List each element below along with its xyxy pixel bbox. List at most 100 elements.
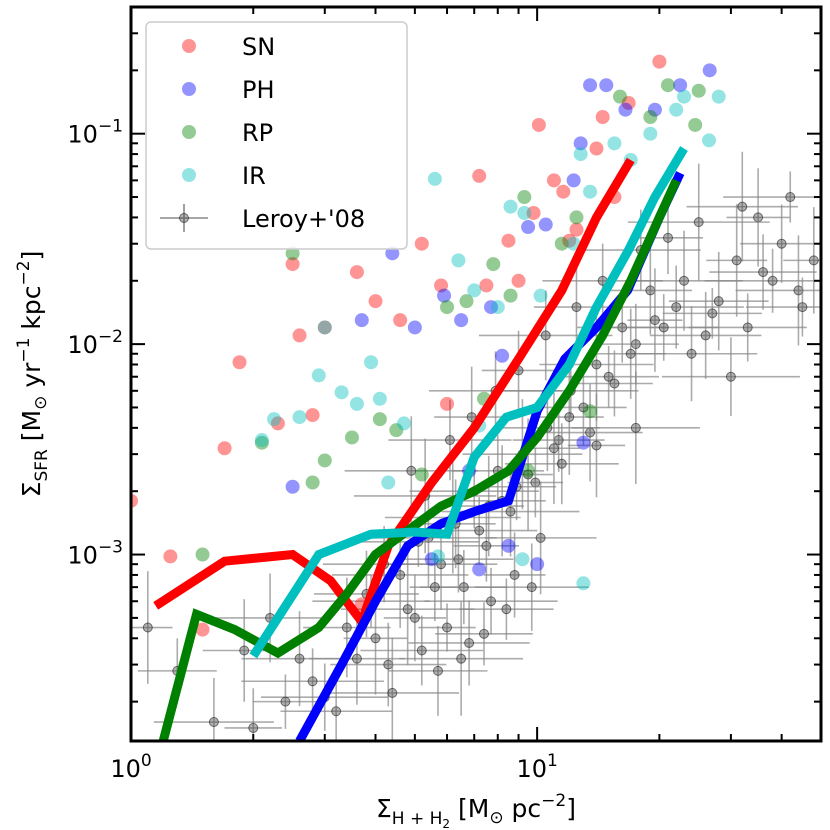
sn-point [511, 273, 526, 288]
leroy-marker [731, 255, 742, 266]
x-tick-label: 101 [516, 751, 557, 783]
rp-point [691, 83, 706, 98]
ir-point [669, 102, 684, 117]
leroy-marker [370, 633, 381, 644]
x-tick-base: 10 [516, 755, 547, 783]
leroy-marker [658, 322, 669, 333]
rp-point [344, 430, 359, 445]
rp-point [440, 300, 455, 315]
leroy-marker [742, 322, 753, 333]
y-tick-label: 10−2 [67, 327, 123, 359]
leroy-marker [416, 645, 427, 656]
leroy-point [202, 599, 286, 702]
sn-point [292, 328, 307, 343]
ph-point [407, 320, 422, 335]
leroy-marker [713, 296, 724, 307]
ir-point [515, 552, 530, 567]
leroy-point [434, 366, 510, 468]
ir-point [677, 89, 692, 104]
legend-marker [182, 125, 196, 139]
sn-median-line [153, 157, 635, 631]
leroy-marker [331, 706, 342, 717]
leroy-marker [444, 435, 455, 446]
ir-point [267, 412, 282, 427]
leroy-marker [571, 302, 582, 313]
ir-point [349, 396, 364, 411]
leroy-point [592, 303, 680, 385]
leroy-marker [662, 232, 673, 243]
rp-point [285, 246, 300, 261]
leroy-marker [294, 653, 305, 664]
ir-point [517, 205, 532, 220]
x-label-units: [M [450, 794, 489, 823]
x-tick-exponent: 1 [547, 751, 558, 771]
rp-point [254, 435, 269, 450]
leroy-marker [591, 359, 602, 370]
ph-point [472, 562, 487, 577]
leroy-marker [458, 582, 469, 593]
leroy-point [746, 277, 821, 337]
ph-point [538, 217, 553, 232]
leroy-point [280, 681, 392, 741]
leroy-marker [591, 440, 602, 451]
y-tick-base: 10 [67, 542, 98, 570]
sn-point [270, 416, 285, 431]
y-label-units: [M [17, 410, 46, 449]
ir-point [643, 126, 658, 141]
ir-point [490, 300, 505, 315]
sn-point [652, 54, 667, 69]
ir-point [607, 136, 622, 151]
ir-point [334, 385, 349, 400]
legend-item: IR [182, 162, 266, 190]
leroy-marker [429, 582, 440, 593]
ph-point [385, 246, 400, 261]
legend-label: IR [242, 162, 266, 190]
rp-point [660, 78, 675, 93]
leroy-point [576, 350, 653, 417]
y-label-sigma: Σ [17, 482, 46, 498]
leroy-point [459, 578, 554, 640]
leroy-point [662, 288, 762, 339]
rp-point [195, 547, 210, 562]
ph-point [521, 220, 536, 235]
leroy-point [735, 235, 821, 346]
leroy-point [783, 207, 821, 314]
leroy-marker [645, 285, 656, 296]
leroy-marker [456, 653, 467, 664]
leroy-marker [474, 525, 485, 536]
ph-point [618, 102, 633, 117]
leroy-point [632, 201, 703, 275]
leroy-marker [530, 477, 541, 488]
rp-point [643, 110, 658, 125]
leroy-point [399, 601, 523, 716]
leroy-marker [630, 339, 641, 350]
leroy-point [726, 168, 790, 267]
ph-point [599, 78, 614, 93]
ir-point [467, 283, 482, 298]
x-tick-label: 100 [110, 751, 151, 783]
y-tick-exponent: −2 [98, 327, 123, 347]
y-label-exp-2: −2 [14, 260, 34, 285]
ph-point [576, 435, 591, 450]
sn-point [368, 294, 383, 309]
leroy-marker [776, 238, 787, 249]
leroy-marker [609, 378, 620, 389]
leroy-point [424, 567, 558, 635]
ir-point [254, 433, 269, 448]
leroy-marker [725, 371, 736, 382]
leroy-marker [625, 348, 636, 359]
sn-point [562, 233, 577, 248]
leroy-point [409, 553, 461, 622]
leroy-marker [630, 422, 641, 433]
legend-item: Leroy+'08 [160, 204, 365, 233]
leroy-marker [387, 687, 398, 698]
ir-point [364, 355, 379, 370]
leroy-marker [208, 717, 219, 728]
y-label-sun-symbol: ⊙ [31, 396, 51, 410]
sn-point [501, 233, 516, 248]
leroy-marker [556, 458, 567, 469]
sn-point [526, 205, 541, 220]
legend: SN PH RP IR Leroy+'08 [145, 21, 408, 250]
leroy-marker [649, 315, 660, 326]
